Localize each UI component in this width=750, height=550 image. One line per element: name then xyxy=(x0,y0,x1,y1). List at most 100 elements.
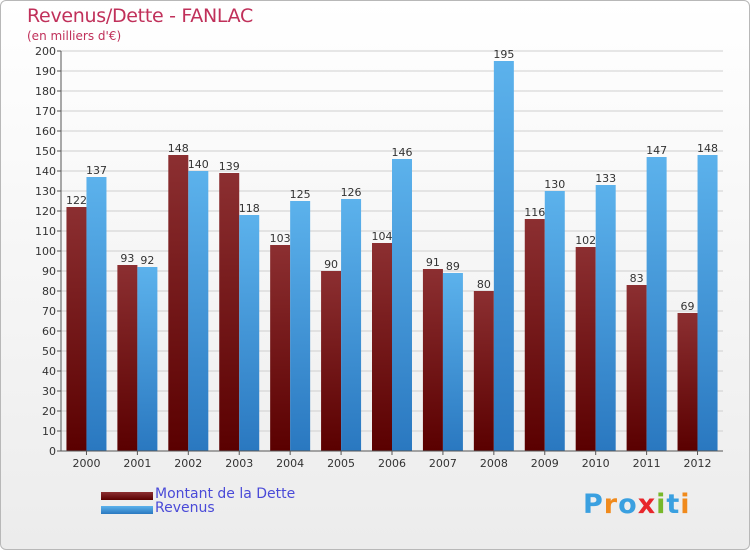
y-tick-label: 60 xyxy=(42,325,56,338)
data-label: 137 xyxy=(86,164,107,177)
x-tick-label: 2011 xyxy=(633,457,661,470)
y-tick-label: 20 xyxy=(42,405,56,418)
y-tick-label: 190 xyxy=(35,65,56,78)
data-label: 116 xyxy=(524,206,545,219)
x-tick-label: 2006 xyxy=(378,457,406,470)
y-tick-label: 130 xyxy=(35,185,56,198)
bar-dette xyxy=(422,269,443,451)
bar-dette xyxy=(117,265,138,451)
y-tick-label: 50 xyxy=(42,345,56,358)
chart-title: Revenus/Dette - FANLAC xyxy=(27,5,253,27)
data-label: 93 xyxy=(120,252,134,265)
bar-dette xyxy=(372,243,392,451)
data-label: 80 xyxy=(477,278,491,291)
data-label: 104 xyxy=(372,230,393,243)
y-tick-label: 70 xyxy=(42,305,56,318)
data-label: 122 xyxy=(66,194,87,207)
y-tick-label: 10 xyxy=(42,425,56,438)
data-label: 148 xyxy=(697,142,718,155)
x-tick-label: 2012 xyxy=(684,457,712,470)
y-tick-label: 110 xyxy=(35,225,56,238)
y-tick-label: 0 xyxy=(49,445,56,458)
bar-revenus xyxy=(493,61,514,451)
y-tick-label: 90 xyxy=(42,265,56,278)
logo-letter: t xyxy=(666,489,681,520)
data-label: 146 xyxy=(392,146,413,159)
bar-dette xyxy=(66,207,87,451)
bar-revenus xyxy=(646,157,667,451)
x-tick-label: 2004 xyxy=(276,457,304,470)
y-tick-label: 180 xyxy=(35,85,56,98)
bar-revenus xyxy=(697,155,718,451)
y-tick-label: 200 xyxy=(35,45,56,58)
legend-label-dette: Montant de la Dette xyxy=(155,486,296,502)
bars xyxy=(66,61,718,451)
x-tick-label: 2008 xyxy=(480,457,508,470)
chart-subtitle: (en milliers d'€) xyxy=(27,29,122,43)
y-tick-label: 160 xyxy=(35,125,56,138)
legend-swatch-revenus xyxy=(101,506,153,514)
x-tick-label: 2000 xyxy=(72,457,100,470)
data-label: 126 xyxy=(341,186,362,199)
y-tick-label: 40 xyxy=(42,365,56,378)
y-tick-label: 30 xyxy=(42,385,56,398)
x-tick-label: 2003 xyxy=(225,457,253,470)
legend-swatch-dette xyxy=(101,492,153,500)
legend-label-revenus: Revenus xyxy=(155,500,215,516)
y-tick-label: 120 xyxy=(35,205,56,218)
bar-revenus xyxy=(442,273,463,451)
x-tick-label: 2002 xyxy=(174,457,202,470)
logo-letter: i xyxy=(680,489,691,520)
data-label: 69 xyxy=(681,300,695,313)
bar-revenus xyxy=(290,201,311,451)
logo-letter: o xyxy=(618,489,638,520)
bar-dette xyxy=(524,219,545,451)
bar-revenus xyxy=(188,171,209,451)
data-label: 103 xyxy=(270,232,291,245)
proxiti-logo: Proxiti xyxy=(583,489,691,520)
bar-dette xyxy=(270,245,291,451)
data-label: 90 xyxy=(324,258,338,271)
bar-revenus xyxy=(544,191,565,451)
x-tick-label: 2001 xyxy=(123,457,151,470)
bar-revenus xyxy=(86,177,107,451)
x-tick-label: 2009 xyxy=(531,457,559,470)
data-label: 125 xyxy=(290,188,311,201)
data-label: 118 xyxy=(239,202,260,215)
bar-dette xyxy=(473,291,494,451)
y-tick-label: 170 xyxy=(35,105,56,118)
bar-dette xyxy=(626,285,647,451)
data-label: 89 xyxy=(446,260,460,273)
data-label: 92 xyxy=(140,254,154,267)
bar-revenus xyxy=(137,267,158,451)
data-label: 195 xyxy=(493,48,514,61)
bar-revenus xyxy=(595,185,616,451)
data-label: 148 xyxy=(168,142,189,155)
data-label: 147 xyxy=(646,144,667,157)
logo-letter: r xyxy=(603,489,619,520)
y-tick-label: 80 xyxy=(42,285,56,298)
bar-dette xyxy=(219,173,240,451)
logo-letter: x xyxy=(637,489,657,520)
y-tick-label: 150 xyxy=(35,145,56,158)
bar-dette xyxy=(321,271,342,451)
data-label: 102 xyxy=(575,234,596,247)
logo-letter: i xyxy=(656,489,667,520)
bar-dette xyxy=(677,313,698,451)
y-tick-label: 100 xyxy=(35,245,56,258)
axes: 0 10 20 30 40 50 60 70 80 90 100 110 120 130 140 150 160… xyxy=(35,45,723,470)
data-labels: 122 137 93 92 148 140 139 118 103 125 90 126 104 146 9… xyxy=(66,48,718,313)
data-label: 91 xyxy=(426,256,440,269)
data-label: 130 xyxy=(544,178,565,191)
bar-revenus xyxy=(239,215,260,451)
logo-letter: P xyxy=(583,489,604,520)
bar-dette xyxy=(168,155,189,451)
x-tick-label: 2010 xyxy=(582,457,610,470)
data-label: 139 xyxy=(219,160,240,173)
bar-revenus xyxy=(341,199,362,451)
x-tick-label: 2005 xyxy=(327,457,355,470)
x-tick-label: 2007 xyxy=(429,457,457,470)
data-label: 83 xyxy=(630,272,644,285)
